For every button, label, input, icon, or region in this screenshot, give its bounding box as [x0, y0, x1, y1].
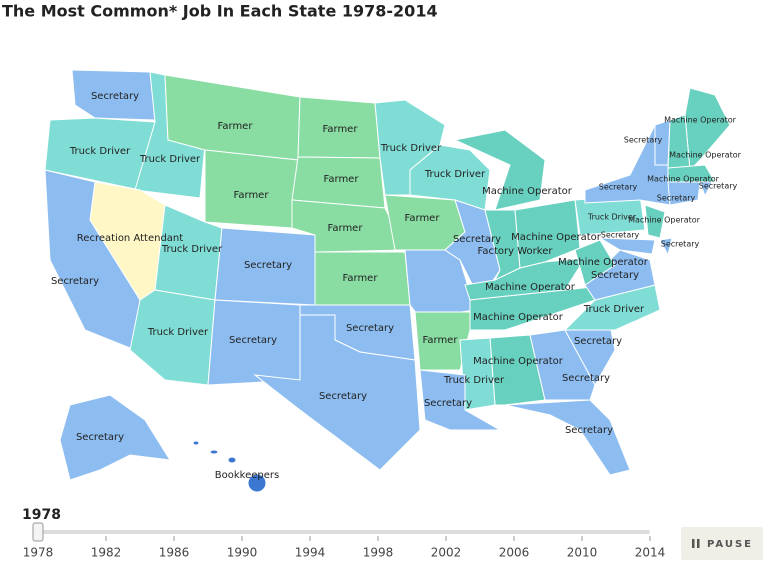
- state-label: Recreation Attendant: [77, 233, 183, 244]
- slider-value: 1978: [22, 507, 61, 523]
- tick-label: 2010: [567, 546, 598, 560]
- state-label: Secretary: [562, 373, 610, 384]
- state-label: Secretary: [229, 335, 277, 346]
- state-shape: [584, 249, 656, 301]
- tick-label: 1990: [227, 546, 258, 560]
- state-shape: [667, 164, 716, 183]
- states: [44, 69, 731, 493]
- state-shape: [529, 329, 596, 401]
- tick-label: 1998: [363, 546, 394, 560]
- state-label: Truck Driver: [587, 213, 637, 222]
- state-label: Secretary: [574, 336, 622, 347]
- state-label: Farmer: [343, 273, 379, 284]
- state-label: Truck Driver: [161, 244, 223, 255]
- state-label: Secretary: [424, 398, 472, 409]
- state-label: Farmer: [234, 190, 270, 201]
- tick-label: 1994: [295, 546, 326, 560]
- state-label: Farmer: [324, 174, 360, 185]
- state-label: Machine Operator: [664, 116, 737, 125]
- state-shape: [192, 440, 267, 493]
- pause-button[interactable]: PAUSE: [681, 527, 763, 560]
- state-label: Machine Operator: [628, 216, 701, 225]
- state-label: Secretary: [565, 425, 613, 436]
- state-label: Secretary: [319, 391, 367, 402]
- tick-label: 1986: [159, 546, 190, 560]
- title: The Most Common* Job In Each State 1978-…: [2, 2, 438, 21]
- state-shape: [71, 69, 156, 121]
- state-label: Truck Driver: [443, 375, 505, 386]
- island: [247, 473, 267, 493]
- state-label: Machine Operator: [669, 151, 742, 160]
- state-label: Secretary: [76, 432, 124, 443]
- state-label: Bookkeepers: [215, 470, 279, 481]
- state-label: Farmer: [423, 335, 459, 346]
- state-label: Machine Operator: [558, 257, 649, 268]
- state-label: Farmer: [328, 223, 364, 234]
- state-shape: [504, 399, 631, 476]
- state-label: Secretary: [51, 276, 99, 287]
- state-shape: [204, 149, 299, 229]
- state-label: Truck Driver: [139, 154, 201, 165]
- state-shape: [59, 394, 171, 481]
- state-label: Machine Operator: [647, 175, 720, 184]
- slider[interactable]: 1978 1982 1986 1990 1994 1998 2002 2006 2010 2014: [23, 522, 666, 560]
- state-label: Secretary: [91, 91, 139, 102]
- state-label: Secretary: [601, 231, 640, 240]
- state-label: Secretary: [453, 234, 501, 245]
- island: [227, 456, 237, 464]
- slider-handle[interactable]: [32, 522, 44, 542]
- state-label: Secretary: [624, 136, 663, 145]
- state-shape: [419, 369, 502, 431]
- state-label: Farmer: [323, 124, 359, 135]
- state-label: Secretary: [699, 182, 738, 191]
- tick-label: 2006: [499, 546, 530, 560]
- state-label: Secretary: [657, 194, 696, 203]
- state-label: Secretary: [244, 260, 292, 271]
- tick-label: 1978: [23, 546, 54, 560]
- state-label: Truck Driver: [380, 143, 442, 154]
- state-label: Secretary: [591, 270, 639, 281]
- state-shape: [699, 181, 713, 198]
- island: [192, 440, 200, 446]
- state-label: Machine Operator: [485, 282, 576, 293]
- state-labels: Secretary Truck Driver Truck Driver Farm…: [51, 91, 742, 481]
- state-label: Secretary: [661, 240, 700, 249]
- island: [209, 449, 219, 455]
- tick-label: 2014: [635, 546, 666, 560]
- state-label: Factory Worker: [478, 246, 554, 257]
- state-shape: [253, 314, 421, 471]
- state-shape: [574, 239, 616, 286]
- state-label: Farmer: [405, 213, 441, 224]
- state-label: Machine Operator: [482, 186, 573, 197]
- state-shape: [667, 181, 701, 206]
- state-shape: [453, 129, 546, 211]
- slider-track: [38, 530, 650, 534]
- state-label: Truck Driver: [147, 327, 209, 338]
- state-label: Truck Driver: [69, 146, 131, 157]
- pause-label: PAUSE: [707, 539, 753, 550]
- state-label: Truck Driver: [583, 304, 645, 315]
- state-shape: [599, 237, 656, 255]
- state-label: Machine Operator: [473, 312, 564, 323]
- state-shape: [659, 237, 673, 257]
- state-shape: [514, 199, 581, 269]
- state-label: Machine Operator: [473, 356, 564, 367]
- tick-label: 1982: [91, 546, 122, 560]
- state-label: Machine Operator: [511, 232, 602, 243]
- state-label: Truck Driver: [424, 169, 486, 180]
- state-label: Farmer: [218, 121, 254, 132]
- state-label: Secretary: [346, 323, 394, 334]
- state-label: Secretary: [599, 183, 638, 192]
- state-shape: [644, 204, 666, 239]
- tick-label: 2002: [431, 546, 462, 560]
